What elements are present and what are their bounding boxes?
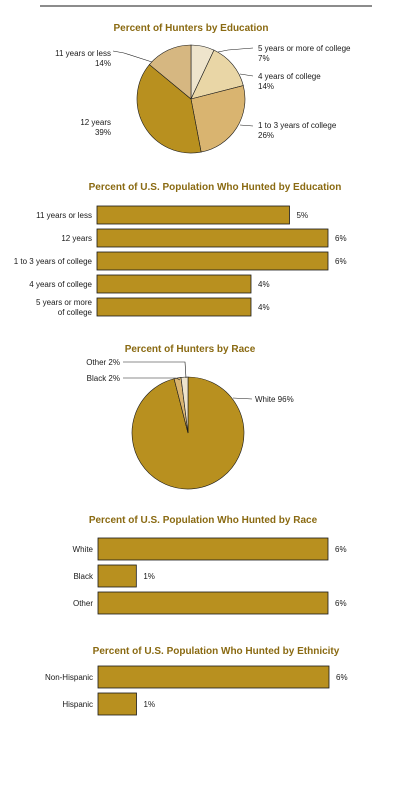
- bar-other: [97, 591, 329, 615]
- ethnicity-bar-title: Percent of U.S. Population Who Hunted by…: [93, 646, 340, 657]
- race-bars: White 6% Black 1% Other 6%: [73, 537, 347, 615]
- bar-category-11-years-or-less: 11 years or less: [36, 211, 92, 220]
- bar-category-4-years-of-college: 4 years of college: [29, 280, 92, 289]
- pie-slice-1-to-3-years-of-college: [190, 85, 246, 153]
- bar-1-to-3-years-of-college: [96, 251, 329, 271]
- leader-line-black-2: [123, 377, 181, 381]
- pie-label-11-years-or-less: 11 years or less 14%: [55, 49, 111, 68]
- bar-value-4-years-of-college: 4%: [258, 280, 270, 289]
- ethnicity-bars: Non-Hispanic 6% Hispanic 1%: [45, 665, 348, 716]
- education-pie: 5 years or more of college 7% 4 years of c…: [55, 44, 351, 154]
- bar-value-white: 6%: [335, 545, 347, 554]
- bar-black: [97, 564, 137, 588]
- pie-slice-other-2: [180, 376, 189, 434]
- bar-5-years-or-more-of-college: [96, 297, 252, 317]
- bar-value-11-years-or-less: 5%: [297, 211, 309, 220]
- leader-line-white-96: [232, 397, 253, 400]
- bar-category-12-years: 12 years: [61, 234, 92, 243]
- bar-category-white: White: [73, 545, 94, 554]
- pie-label-12-years: 12 years 39%: [80, 118, 111, 137]
- education-bars: 11 years or less 5% 12 years 6% 1 to 3 years…: [14, 205, 347, 317]
- bar-non-hispanic: [97, 665, 330, 689]
- pie-label-white-96: White 96%: [255, 395, 294, 404]
- bar-hispanic: [97, 692, 137, 716]
- pie-slice-12-years: [136, 64, 202, 154]
- pie-label-black-2: Black 2%: [87, 374, 120, 383]
- race-bar-chart: Percent of U.S. Population Who Hunted by…: [73, 515, 347, 615]
- pie-label-5-years-or-more-of-college: 5 years or more of college 7%: [258, 44, 351, 63]
- bar-category-5-years-or-more-of-college: 5 years or more of college: [36, 298, 93, 317]
- bar-4-years-of-college: [96, 274, 252, 294]
- education-bar-title: Percent of U.S. Population Who Hunted by…: [89, 182, 342, 193]
- leader-line-1-to-3-years-of-college: [239, 124, 254, 127]
- pie-label-4-years-of-college: 4 years of college 14%: [258, 72, 321, 91]
- bar-category-hispanic: Hispanic: [62, 700, 93, 709]
- education-pie-chart: Percent of Hunters by Education 5 years …: [55, 23, 351, 154]
- pie-label-other-2: Other 2%: [86, 358, 120, 367]
- bar-category-other: Other: [73, 599, 93, 608]
- leader-line-5-years-or-more-of-college: [217, 47, 254, 53]
- education-bar-chart: Percent of U.S. Population Who Hunted by…: [14, 182, 347, 317]
- bar-value-other: 6%: [335, 599, 347, 608]
- education-pie-title: Percent of Hunters by Education: [113, 23, 268, 34]
- bar-value-12-years: 6%: [335, 234, 347, 243]
- pie-slice-11-years-or-less: [148, 44, 192, 100]
- bar-value-5-years-or-more-of-college: 4%: [258, 303, 270, 312]
- bar-value-non-hispanic: 6%: [336, 673, 348, 682]
- pie-label-1-to-3-years-of-college: 1 to 3 years of college 26%: [258, 121, 337, 140]
- leader-line-11-years-or-less: [112, 50, 153, 63]
- bar-12-years: [96, 228, 329, 248]
- bar-value-hispanic: 1%: [144, 700, 156, 709]
- leader-line-other-2: [123, 361, 187, 379]
- leader-line-4-years-of-college: [239, 73, 254, 77]
- race-bar-title: Percent of U.S. Population Who Hunted by…: [89, 515, 318, 526]
- race-pie-title: Percent of Hunters by Race: [125, 344, 256, 355]
- bar-category-1-to-3-years-of-college: 1 to 3 years of college: [14, 257, 93, 266]
- race-pie-chart: Percent of Hunters by Race White 96% Blac…: [86, 344, 294, 490]
- ethnicity-bar-chart: Percent of U.S. Population Who Hunted by…: [45, 646, 348, 716]
- bar-white: [97, 537, 329, 561]
- bar-value-black: 1%: [143, 572, 155, 581]
- bar-category-black: Black: [73, 572, 94, 581]
- race-pie: White 96% Black 2% Other 2%: [86, 358, 294, 490]
- bar-category-non-hispanic: Non-Hispanic: [45, 673, 93, 682]
- bar-11-years-or-less: [96, 205, 290, 225]
- bar-value-1-to-3-years-of-college: 6%: [335, 257, 347, 266]
